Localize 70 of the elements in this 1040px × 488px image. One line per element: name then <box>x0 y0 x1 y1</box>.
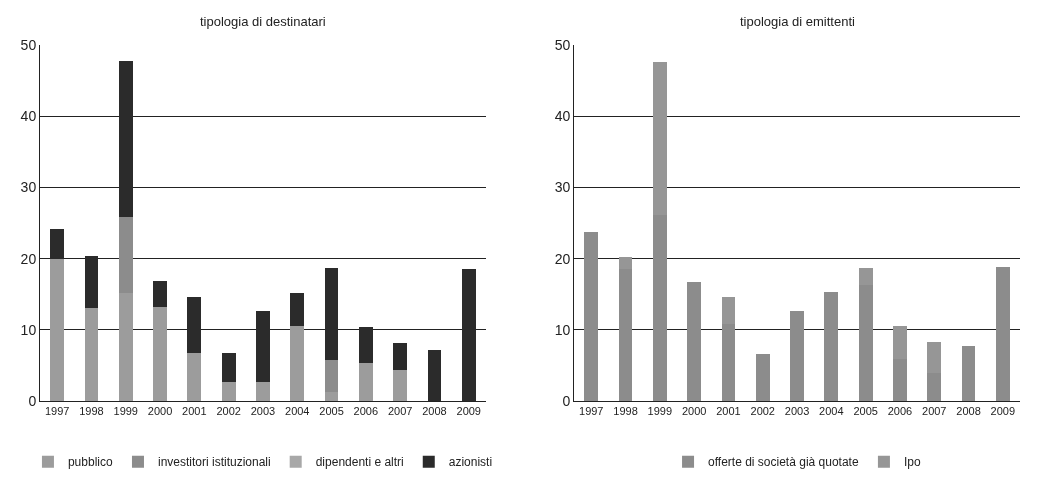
y-tick-label: 50 <box>20 36 37 53</box>
x-tick-label: 2009 <box>990 405 1016 418</box>
y-tick-label: 40 <box>554 108 571 125</box>
y-tick-label: 0 <box>562 392 571 409</box>
bar <box>358 363 373 401</box>
x-tick-label: 2005 <box>853 405 878 418</box>
legend-label: Ipo <box>903 455 921 470</box>
x-tick-label: 2009 <box>456 405 481 418</box>
bar <box>790 310 804 401</box>
x-tick-label: 2007 <box>922 405 947 418</box>
bar <box>393 342 408 371</box>
x-tick-label: 2000 <box>147 405 173 418</box>
x-tick-label: 2007 <box>387 405 413 418</box>
bar <box>290 326 305 401</box>
legend-label: dipendenti e altri <box>315 455 404 470</box>
x-tick-label: 2006 <box>887 405 913 418</box>
y-tick-label: 50 <box>554 36 571 53</box>
legend-label: investitori istituzionali <box>157 455 271 470</box>
bar <box>995 267 1010 401</box>
x-tick-label: 2005 <box>319 405 344 418</box>
bar <box>290 292 305 327</box>
x-tick-label: 2003 <box>250 405 276 418</box>
x-tick-label: 2001 <box>716 405 741 418</box>
chart-title: tipologia di destinatari <box>200 14 326 29</box>
y-tick-label: 10 <box>554 321 571 338</box>
x-tick-label: 2002 <box>750 405 775 418</box>
legend-label: pubblico <box>67 455 113 470</box>
bar <box>961 346 976 401</box>
bar <box>50 259 65 401</box>
x-tick-label: 1999 <box>113 405 138 418</box>
bar <box>84 307 99 401</box>
y-tick-label: 0 <box>28 392 37 409</box>
y-tick-label: 20 <box>554 250 571 267</box>
bar <box>221 353 236 382</box>
bar <box>118 293 133 401</box>
x-tick-label: 1997 <box>44 405 70 418</box>
bar <box>687 282 702 401</box>
bar <box>256 382 270 401</box>
bar <box>393 370 408 401</box>
x-tick-label: 2001 <box>182 405 207 418</box>
bar <box>153 281 167 308</box>
chart-title: tipologia di emittenti <box>740 14 856 29</box>
legend-label: azionisti <box>448 455 493 470</box>
legend-label: offerte di società già quotate <box>708 455 859 470</box>
x-tick-label: 2003 <box>784 405 810 418</box>
x-tick-label: 1999 <box>647 405 673 418</box>
x-tick-label: 2004 <box>285 405 310 418</box>
y-tick-label: 40 <box>20 108 37 125</box>
x-tick-label: 1998 <box>79 405 104 418</box>
bar <box>584 231 599 401</box>
bar <box>755 354 770 401</box>
y-tick-label: 30 <box>554 179 571 196</box>
x-tick-label: 2008 <box>422 405 447 418</box>
bar <box>153 307 167 401</box>
x-tick-label: 2006 <box>353 405 379 418</box>
x-tick-label: 2000 <box>681 405 707 418</box>
x-tick-label: 2004 <box>819 405 844 418</box>
bar <box>118 216 133 294</box>
bar <box>324 392 339 401</box>
x-tick-label: 1998 <box>613 405 638 418</box>
y-tick-label: 10 <box>20 321 37 338</box>
x-tick-label: 2002 <box>216 405 241 418</box>
bar <box>187 352 202 401</box>
y-tick-label: 30 <box>20 179 37 196</box>
x-tick-label: 1997 <box>579 405 604 418</box>
y-tick-label: 20 <box>20 250 37 267</box>
x-tick-label: 2008 <box>956 405 981 418</box>
bar <box>324 359 339 393</box>
bar <box>824 292 839 401</box>
bar <box>221 381 236 401</box>
